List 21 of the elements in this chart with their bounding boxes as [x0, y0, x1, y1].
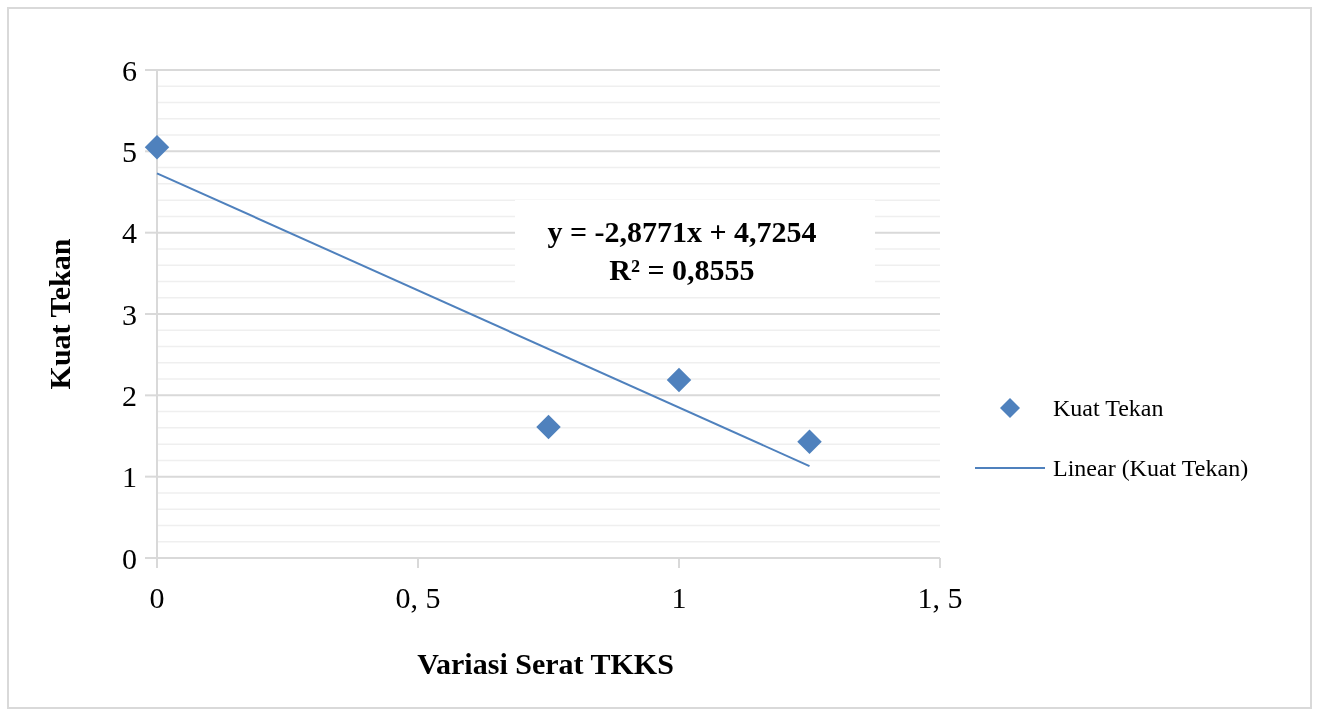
y-tick-label: 5 [122, 134, 137, 168]
x-tick-label: 1, 5 [917, 581, 963, 614]
y-tick-label: 2 [122, 378, 137, 412]
x-axis-title: Variasi Serat TKKS [417, 647, 674, 680]
point [797, 429, 822, 454]
annotation: y = -2,8771x + 4,7254 [547, 215, 817, 248]
point [536, 414, 561, 440]
x-tick-label: 1 [671, 581, 687, 614]
y-tick-label: 6 [122, 53, 137, 87]
y-tick-label: 3 [122, 297, 137, 331]
x-tick-label: 0, 5 [395, 581, 441, 614]
y-tick-label: 0 [122, 541, 137, 575]
legend-label: Linear (Kuat Tekan) [1053, 455, 1249, 482]
annotation: R² = 0,8555 [609, 253, 755, 286]
point [666, 367, 692, 393]
y-axis-title: Kuat Tekan [43, 238, 76, 390]
legend-label: Kuat Tekan [1053, 395, 1164, 422]
y-tick-label: 1 [122, 460, 137, 494]
x-tick-label: 0 [149, 581, 165, 614]
point [144, 135, 170, 160]
y-tick-label: 4 [122, 216, 137, 250]
